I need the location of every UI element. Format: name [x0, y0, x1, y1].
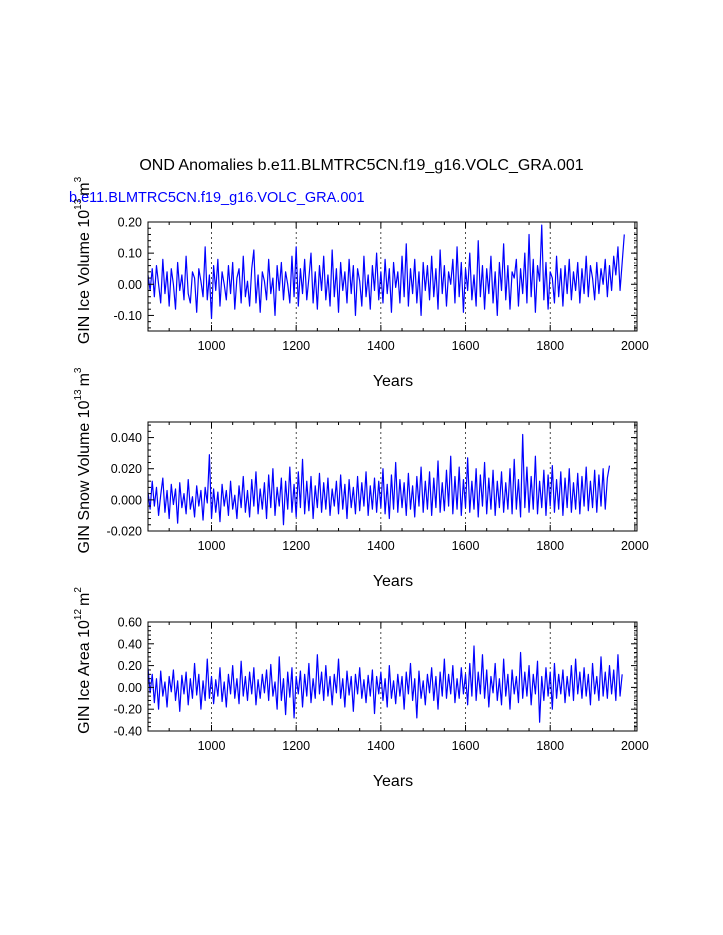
x-tick-label: 1200 — [282, 739, 310, 753]
x-tick-label: 1400 — [367, 739, 395, 753]
y-tick-label: -0.40 — [114, 725, 143, 739]
y-axis-label-unit-exponent: 3 — [73, 176, 84, 182]
y-tick-label: -0.10 — [114, 309, 143, 323]
series-line — [147, 433, 611, 526]
x-axis-label: Years — [373, 573, 413, 590]
x-tick-label: 1400 — [367, 539, 395, 553]
y-axis-label: GIN Ice Volume 1013 m3 — [73, 176, 93, 344]
x-tick-label: 1800 — [536, 739, 564, 753]
y-axis-label-exponent: 13 — [73, 198, 84, 210]
x-tick-label: 1800 — [536, 539, 564, 553]
chart-snow-volume: 1000 1200 1400 1600 1800 2000 -0.020 0.000 0.020… — [73, 367, 649, 590]
series-label: b.e11.BLMTRC5CN.f19_g16.VOLC_GRA.001 — [69, 190, 365, 206]
y-axis-label-unit-exponent: 2 — [73, 587, 84, 593]
x-tick-label: 1600 — [452, 339, 480, 353]
y-axis-label-unit: m — [76, 593, 93, 606]
y-axis-label-unit: m — [76, 182, 93, 195]
x-tick-label: 1000 — [198, 539, 226, 553]
x-tick-label: 1800 — [536, 339, 564, 353]
x-tick-label: 1600 — [452, 539, 480, 553]
plot-frame — [147, 221, 638, 332]
chart-ice-area: 1000 1200 1400 1600 1800 2000 -0.40 -0.20 0.00 0.… — [73, 587, 649, 790]
y-tick-label: 0.20 — [118, 659, 142, 673]
series-line — [147, 645, 623, 723]
y-tick-label: 0.40 — [118, 637, 142, 651]
y-axis-label-main: GIN Snow Volume 10 — [76, 400, 93, 553]
y-tick-label: 0.10 — [118, 247, 142, 261]
y-axis-label: GIN Snow Volume 1013 m3 — [73, 367, 93, 553]
y-axis-label-main: GIN Ice Volume 10 — [76, 210, 93, 344]
y-tick-label: -0.020 — [107, 525, 142, 539]
y-tick-label: 0.020 — [111, 462, 142, 476]
y-axis-label-exponent: 13 — [73, 389, 84, 401]
plot-frame — [147, 621, 638, 732]
y-axis-label-unit-exponent: 3 — [73, 367, 84, 373]
y-axis-label-main: GIN Ice Area 10 — [76, 620, 93, 734]
y-tick-label: 0.000 — [111, 493, 142, 507]
series-line — [147, 224, 625, 320]
y-tick-label: 0.20 — [118, 216, 142, 230]
plot-frame — [147, 421, 638, 532]
y-tick-label: -0.20 — [114, 703, 143, 717]
chart-ice-volume: 1000 1200 1400 1600 1800 2000 -0.10 0.00 0.10 0.2… — [73, 176, 649, 390]
x-tick-label: 1000 — [198, 339, 226, 353]
y-tick-label: 0.00 — [118, 681, 142, 695]
y-tick-label: 0.00 — [118, 278, 142, 292]
x-tick-label: 1400 — [367, 339, 395, 353]
x-tick-label: 2000 — [621, 339, 649, 353]
x-tick-label: 1000 — [198, 739, 226, 753]
page-title: OND Anomalies b.e11.BLMTRC5CN.f19_g16.VO… — [139, 157, 584, 174]
x-tick-label: 2000 — [621, 739, 649, 753]
x-axis-label: Years — [373, 773, 413, 790]
x-axis-label: Years — [373, 373, 413, 390]
y-axis-label-unit: m — [76, 373, 93, 386]
y-tick-label: 0.040 — [111, 431, 142, 445]
y-axis-label-exponent: 12 — [73, 609, 84, 621]
y-tick-label: 0.60 — [118, 616, 142, 630]
x-tick-label: 1200 — [282, 339, 310, 353]
x-tick-label: 1200 — [282, 539, 310, 553]
x-tick-label: 1600 — [452, 739, 480, 753]
x-tick-label: 2000 — [621, 539, 649, 553]
y-axis-label: GIN Ice Area 1012 m2 — [73, 587, 93, 734]
